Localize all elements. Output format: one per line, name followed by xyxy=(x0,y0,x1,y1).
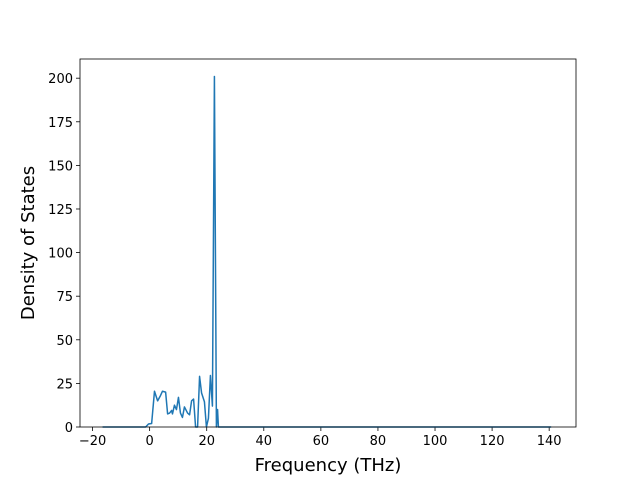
y-tick-label: 125 xyxy=(48,203,73,218)
x-tick-label: 0 xyxy=(145,434,153,449)
y-tick-label: 0 xyxy=(65,421,73,436)
x-tick-label: 60 xyxy=(313,434,330,449)
x-tick-label: 120 xyxy=(480,434,505,449)
x-tick-label: −20 xyxy=(79,434,106,449)
x-tick-label: 20 xyxy=(198,434,215,449)
y-tick-label: 100 xyxy=(48,247,73,262)
y-tick-label: 150 xyxy=(48,159,73,174)
y-tick-label: 75 xyxy=(56,290,73,305)
x-axis-label: Frequency (THz) xyxy=(255,455,402,476)
plot-frame xyxy=(79,58,577,428)
x-tick-label: 80 xyxy=(370,434,387,449)
y-tick-label: 200 xyxy=(48,72,73,87)
y-tick-label: 175 xyxy=(48,116,73,131)
y-tick-label: 50 xyxy=(56,334,73,349)
x-tick-label: 100 xyxy=(423,434,448,449)
x-tick-label: 40 xyxy=(256,434,273,449)
data-line xyxy=(102,75,552,428)
y-axis-label: Density of States xyxy=(18,166,39,320)
x-tick-label: 140 xyxy=(537,434,562,449)
y-tick-label: 25 xyxy=(56,377,73,392)
